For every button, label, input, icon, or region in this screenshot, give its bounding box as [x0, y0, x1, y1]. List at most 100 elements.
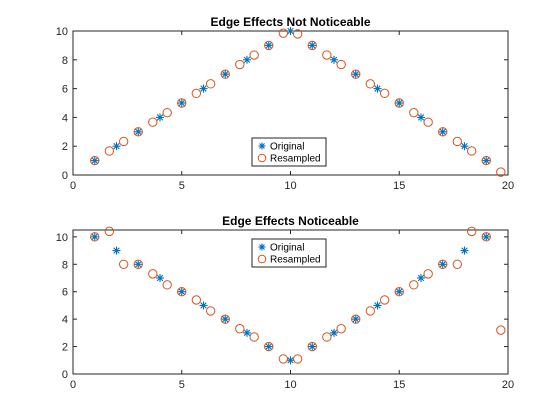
data-point-resampled — [307, 341, 317, 352]
data-point-original — [199, 301, 208, 310]
legend-label-original: Original — [270, 142, 304, 153]
data-point-original — [482, 156, 491, 165]
series-resampled — [90, 28, 506, 177]
y-tick-label: 2 — [62, 141, 68, 153]
data-point-resampled — [394, 287, 404, 297]
data-point-original — [395, 99, 404, 107]
legend-marker-resampled — [257, 153, 267, 163]
data-point-resampled — [235, 324, 245, 334]
x-tick-label: 15 — [393, 379, 405, 391]
data-point-resampled — [292, 354, 303, 364]
x-tick-label: 20 — [502, 180, 514, 192]
data-point-resampled — [148, 117, 158, 127]
data-point-resampled — [466, 146, 477, 156]
series-original — [90, 232, 491, 365]
data-point-resampled — [148, 269, 158, 279]
data-point-original — [243, 328, 251, 337]
legend-marker-original — [258, 142, 266, 150]
y-tick-label: 4 — [62, 112, 68, 124]
data-point-resampled — [365, 306, 376, 316]
legend-label-resampled: Resampled — [270, 255, 321, 266]
data-point-resampled — [278, 354, 289, 364]
data-point-resampled — [104, 226, 115, 237]
data-point-resampled — [496, 325, 506, 335]
data-point-resampled — [162, 107, 172, 118]
data-point-original — [199, 84, 208, 93]
data-point-original — [351, 70, 360, 79]
data-point-original — [177, 287, 186, 296]
data-point-resampled — [118, 259, 129, 269]
data-point-original — [373, 301, 382, 310]
x-tick-label: 10 — [284, 379, 296, 391]
data-point-original — [264, 41, 273, 50]
data-point-original — [221, 315, 230, 324]
x-tick-label: 5 — [179, 180, 185, 192]
data-point-original — [438, 127, 447, 136]
data-point-original — [438, 260, 447, 269]
subplot-1: Edge Effects Not Noticeable 0 5 10 15 20 0 2 4 6 8… — [56, 15, 514, 192]
data-point-original — [134, 127, 143, 136]
data-point-resampled — [438, 127, 448, 137]
data-point-original — [460, 246, 469, 255]
data-point-resampled — [90, 155, 100, 166]
y-tick-label: 10 — [56, 26, 68, 38]
x-tick-label: 0 — [70, 379, 76, 391]
data-point-resampled — [133, 127, 143, 137]
data-point-original — [417, 274, 425, 282]
data-point-resampled — [466, 226, 477, 237]
data-point-resampled — [292, 29, 303, 39]
data-point-original — [351, 315, 360, 324]
chart-title: Edge Effects Noticeable — [222, 214, 359, 228]
data-point-resampled — [104, 146, 115, 156]
data-point-original — [330, 55, 338, 64]
x-tick-label: 0 — [70, 180, 76, 192]
data-point-resampled — [452, 136, 463, 147]
legend-label-resampled: Resampled — [270, 154, 321, 165]
data-point-resampled — [409, 107, 419, 118]
data-point-resampled — [496, 167, 506, 177]
data-point-resampled — [438, 259, 448, 269]
data-point-resampled — [205, 306, 216, 316]
data-point-resampled — [365, 79, 376, 89]
data-point-resampled — [162, 280, 172, 290]
subplot-2: Edge Effects Noticeable 0 5 10 15 20 0 2 4 6 8 10 Or… — [56, 214, 514, 391]
legend-label-original: Original — [270, 243, 304, 254]
data-point-resampled — [351, 314, 361, 324]
data-point-resampled — [336, 59, 346, 70]
data-point-resampled — [307, 40, 317, 51]
y-tick-label: 6 — [62, 287, 68, 299]
data-point-resampled — [481, 155, 491, 166]
y-tick-label: 10 — [56, 232, 68, 244]
data-point-original — [221, 70, 230, 79]
data-point-original — [395, 287, 404, 296]
data-point-resampled — [264, 341, 274, 352]
x-tick-label: 15 — [393, 180, 405, 192]
data-point-original — [90, 156, 99, 165]
data-point-original — [482, 232, 491, 241]
x-tick-label: 20 — [502, 379, 514, 391]
data-point-resampled — [177, 287, 187, 297]
data-point-resampled — [177, 98, 187, 108]
data-point-resampled — [220, 314, 230, 324]
y-tick-label: 6 — [62, 84, 68, 96]
data-point-resampled — [481, 232, 491, 242]
data-point-original — [286, 27, 295, 35]
data-point-original — [243, 55, 251, 64]
data-point-resampled — [452, 259, 463, 269]
chart-title: Edge Effects Not Noticeable — [210, 15, 370, 29]
data-point-resampled — [118, 136, 129, 147]
y-tick-label: 0 — [62, 369, 68, 381]
data-point-original — [112, 142, 121, 151]
legend-marker-resampled — [257, 254, 267, 264]
x-tick-label: 10 — [284, 180, 296, 192]
y-tick-label: 4 — [62, 314, 68, 326]
data-point-resampled — [423, 117, 433, 127]
data-point-resampled — [322, 50, 332, 60]
data-point-original — [308, 342, 317, 351]
data-point-original — [156, 113, 164, 122]
data-point-original — [330, 328, 338, 337]
data-point-original — [134, 260, 143, 269]
